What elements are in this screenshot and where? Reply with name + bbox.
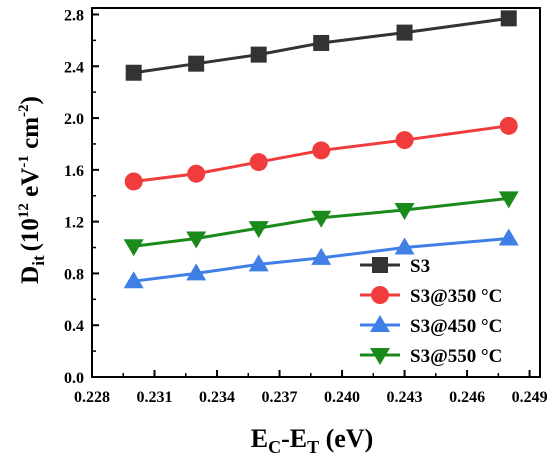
y-tick-label-1: 0.4: [64, 318, 84, 335]
data-point-3-3: [311, 210, 332, 228]
data-point-1-5: [499, 116, 518, 135]
data-point-2-4: [394, 237, 415, 255]
data-point-1-2: [249, 153, 268, 172]
x-tick-label-4: 0.240: [324, 389, 360, 406]
x-tick-label-5: 0.243: [387, 389, 423, 406]
series-1: [124, 116, 518, 191]
y-tick-label-0: 0.0: [64, 370, 84, 387]
data-point-0-1: [188, 55, 205, 72]
data-point-1-4: [395, 131, 414, 150]
series-line-3: [133, 196, 509, 248]
plot-frame: [91, 7, 541, 378]
y-tick-label-6: 2.4: [64, 59, 84, 76]
legend-item-0: S3: [360, 256, 430, 277]
y-axis-title: Dit(1012 eV-1 cm-2): [16, 96, 48, 284]
legend-marker-3: [370, 348, 390, 365]
x-tick-label-6: 0.246: [449, 389, 485, 406]
legend-item-3: S3@550 °C: [360, 346, 502, 367]
y-tick-label-5: 2.0: [64, 111, 84, 128]
series-0: [125, 10, 517, 81]
legend-label-3: S3@550 °C: [410, 346, 502, 367]
y-tick-label-7: 2.8: [64, 7, 84, 24]
data-point-2-0: [123, 271, 144, 289]
series-2: [123, 228, 519, 289]
series-3: [123, 191, 519, 257]
legend-item-1: S3@350 °C: [360, 286, 502, 307]
x-tick-label-3: 0.237: [262, 389, 298, 406]
plot-layer: [123, 10, 519, 289]
series-line-2: [133, 236, 509, 283]
legend-label-2: S3@450 °C: [410, 316, 502, 337]
data-point-0-0: [125, 64, 142, 81]
data-point-0-3: [313, 34, 330, 51]
data-point-3-0: [123, 239, 144, 257]
x-tick-label-0: 0.228: [74, 389, 110, 406]
legend-label-0: S3: [410, 256, 430, 277]
x-tick-label-2: 0.234: [199, 389, 235, 406]
axes-layer: 0.228 0.231 0.234 0.237 0.240 0.243 0.246 0.249…: [64, 7, 548, 406]
legend-marker-2: [370, 315, 390, 332]
data-point-0-5: [500, 10, 517, 27]
x-axis-title: EC-ET (eV): [251, 424, 374, 457]
legend: S3 S3@350 °C S3@450 °C S3@550 °C: [360, 256, 502, 367]
legend-marker-1: [371, 286, 389, 304]
data-point-3-4: [394, 202, 415, 220]
series-line-1: [133, 124, 509, 183]
data-point-3-5: [498, 191, 519, 209]
data-point-1-3: [312, 141, 331, 160]
data-point-2-2: [248, 254, 269, 272]
x-tick-label-7: 0.249: [512, 389, 548, 406]
legend-label-1: S3@350 °C: [410, 286, 502, 307]
series-line-0: [133, 16, 509, 75]
data-point-2-5: [498, 228, 519, 246]
data-point-2-3: [311, 247, 332, 265]
y-tick-label-3: 1.2: [64, 215, 84, 232]
data-point-1-1: [187, 164, 206, 183]
data-point-1-0: [124, 172, 143, 191]
data-point-0-2: [250, 46, 267, 63]
legend-item-2: S3@450 °C: [360, 315, 502, 337]
y-tick-label-2: 0.8: [64, 266, 84, 283]
data-point-3-1: [186, 231, 207, 249]
x-tick-label-1: 0.231: [137, 389, 173, 406]
data-point-3-2: [248, 221, 269, 239]
data-point-2-1: [186, 263, 207, 281]
y-tick-label-4: 1.6: [64, 163, 84, 180]
data-point-0-4: [396, 24, 413, 41]
legend-marker-0: [372, 257, 388, 273]
